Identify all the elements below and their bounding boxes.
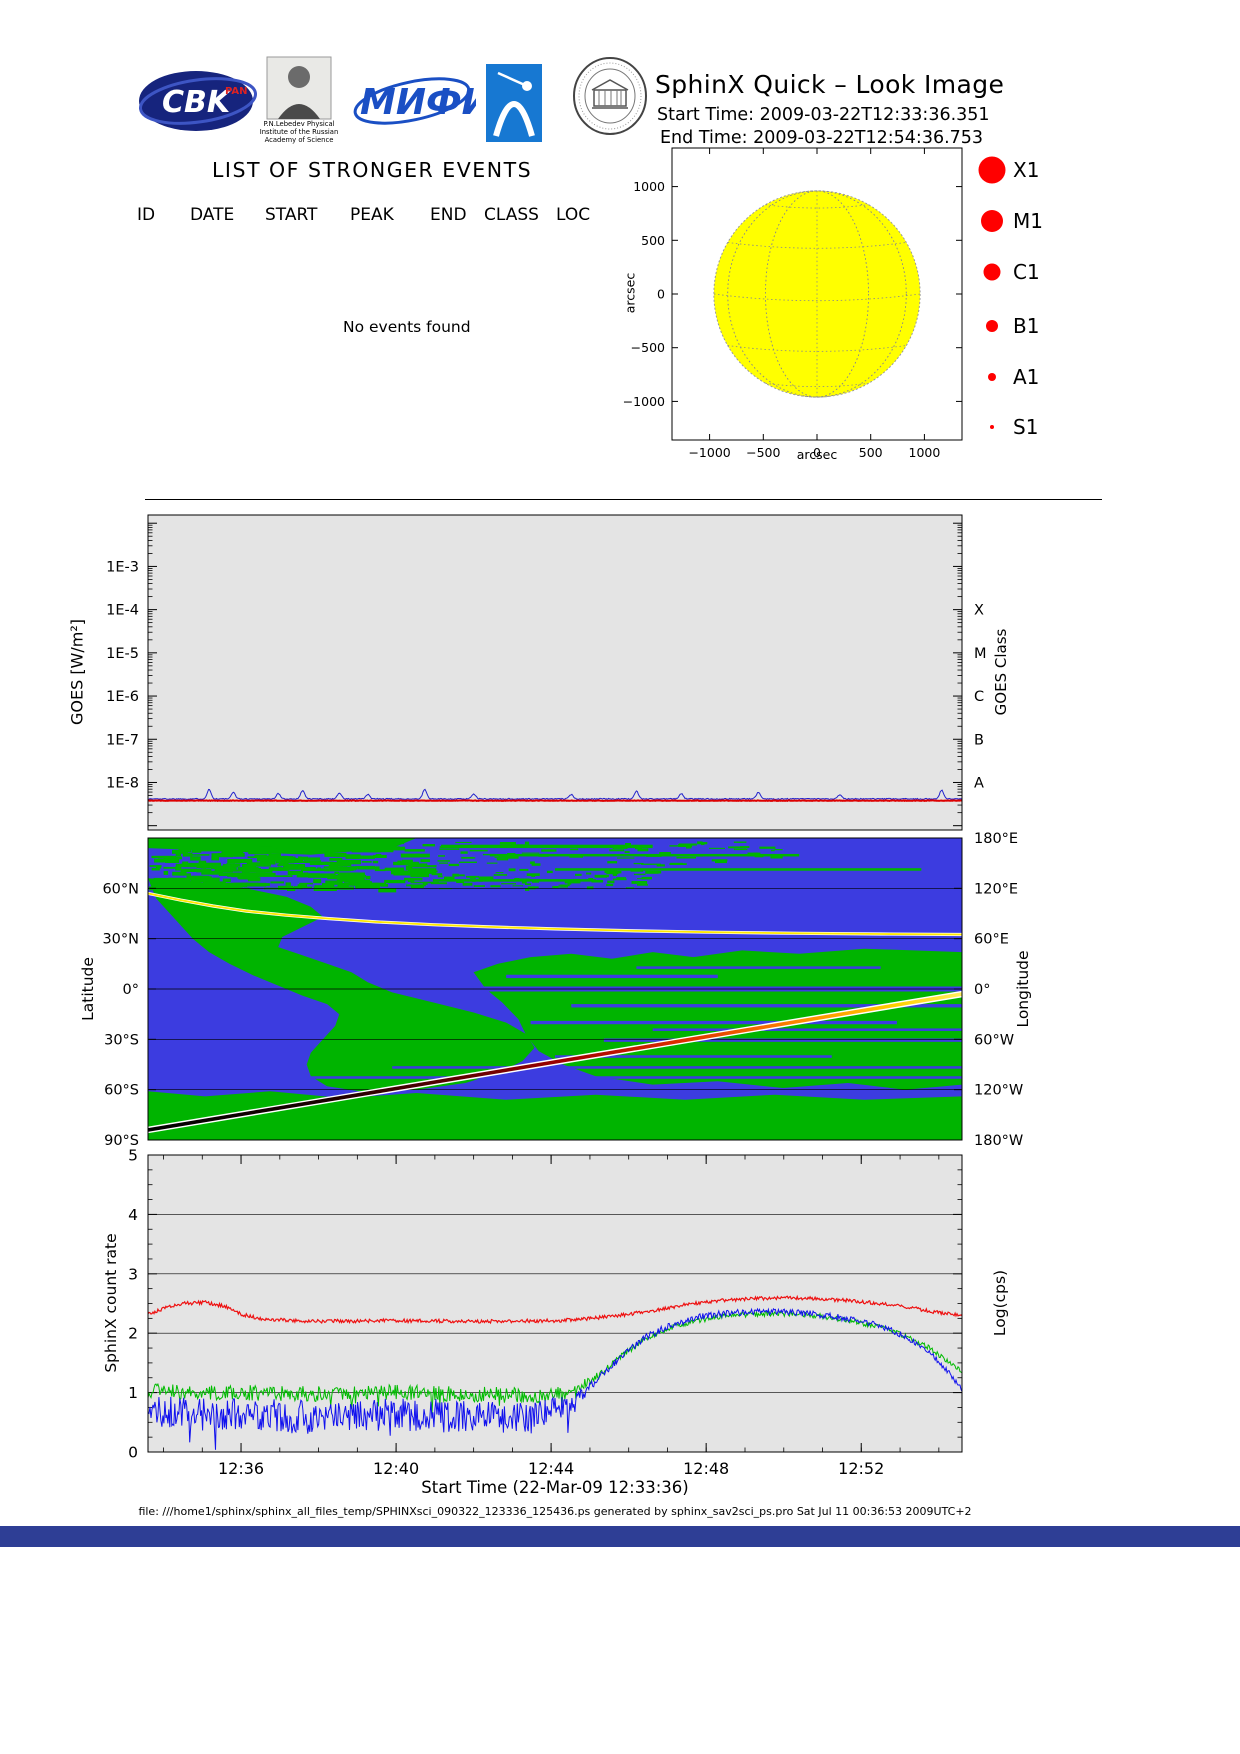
svg-text:4: 4 [128, 1206, 138, 1224]
svg-text:B1: B1 [1013, 314, 1039, 338]
event-column-loc: LOC [556, 205, 591, 225]
logcps-axis-title: Log(cps) [991, 1269, 1009, 1337]
latitude-axis-title: Latitude [79, 957, 97, 1021]
svg-text:C: C [974, 689, 984, 705]
cbk-logo: CBK PAN [138, 71, 258, 131]
count-rate-y-axis-title: SphinX count rate [102, 1233, 120, 1373]
svg-text:0°: 0° [123, 982, 139, 998]
svg-text:120°E: 120°E [974, 881, 1018, 897]
events-column-headers: ID DATE START PEAK END CLASS LOC [0, 205, 1240, 227]
sun-plot-y-axis-title: arcsec [622, 272, 638, 314]
mephi-logo: МИФИ [353, 77, 476, 125]
lebedev-portrait-logo [266, 56, 332, 120]
svg-text:0: 0 [128, 1444, 138, 1462]
events-list-title: LIST OF STRONGER EVENTS [212, 158, 533, 182]
report-title: SphinX Quick – Look Image [655, 70, 1005, 99]
svg-text:B: B [974, 732, 984, 748]
end-time-line: End Time: 2009-03-22T12:54:36.753 [660, 128, 984, 148]
svg-text:3: 3 [128, 1265, 138, 1283]
sun-disk-plot: −1000 −500 0 500 1000 −1000 −500 0 500 1000 [623, 147, 963, 460]
event-column-peak: PEAK [350, 205, 394, 225]
event-column-id: ID [137, 205, 156, 225]
svg-text:1E-8: 1E-8 [106, 775, 139, 791]
svg-text:1E-5: 1E-5 [106, 646, 139, 662]
goes-y-axis-title: GOES [W/m²] [67, 618, 87, 726]
svg-text:S1: S1 [1013, 415, 1038, 439]
svg-text:C1: C1 [1013, 260, 1040, 284]
svg-text:60°W: 60°W [974, 1032, 1014, 1048]
event-column-class: CLASS [484, 205, 539, 225]
svg-text:12:44: 12:44 [528, 1459, 574, 1478]
svg-text:−500: −500 [746, 445, 780, 460]
svg-text:30°N: 30°N [102, 932, 139, 948]
event-column-date: DATE [190, 205, 235, 225]
svg-text:2: 2 [128, 1325, 138, 1343]
count-rate-plot: 0 1 2 3 4 5 12:36 12:40 12:44 12:48 12:52 [128, 1147, 963, 1478]
svg-text:120°W: 120°W [974, 1083, 1023, 1099]
svg-text:180°W: 180°W [974, 1133, 1023, 1149]
svg-text:0°: 0° [974, 982, 990, 998]
goes-flux-plot: 1E-3 1E-4 1E-5 1E-6 1E-7 1E-8 X M C B A [106, 514, 987, 831]
lebedev-caption: P.N.Lebedev Physical Institute of the Ru… [259, 120, 339, 145]
no-events-message: No events found [343, 318, 471, 336]
divider-line [145, 499, 1102, 500]
event-column-start: START [265, 205, 318, 225]
university-seal [573, 57, 647, 135]
sun-plot-x-axis-title: arcsec [796, 447, 838, 462]
svg-text:12:48: 12:48 [683, 1459, 729, 1478]
flare-class-legend: X1 M1 C1 B1 A1 S1 [978, 156, 1043, 439]
svg-text:30°S: 30°S [104, 1032, 139, 1048]
ground-track-map: 60°N 30°N 0° 30°S 60°S 90°S 180°E 120°E 60°E 0° 60… [102, 831, 1023, 1149]
svg-text:A: A [974, 775, 984, 791]
svg-text:0: 0 [813, 445, 821, 460]
start-time-line: Start Time: 2009-03-22T12:33:36.351 [657, 105, 990, 125]
svg-text:1: 1 [128, 1384, 138, 1402]
longitude-axis-title: Longitude [1014, 950, 1032, 1028]
svg-text:12:36: 12:36 [218, 1459, 264, 1478]
svg-text:1000: 1000 [909, 445, 941, 460]
svg-text:12:52: 12:52 [838, 1459, 884, 1478]
svg-text:M1: M1 [1013, 209, 1043, 233]
svg-text:−500: −500 [631, 340, 665, 355]
svg-text:500: 500 [641, 233, 665, 248]
mephi-logo-text: МИФИ [360, 82, 476, 123]
svg-text:90°S: 90°S [104, 1133, 139, 1149]
arch-logo [486, 64, 542, 142]
svg-text:−1000: −1000 [688, 445, 730, 460]
svg-text:X1: X1 [1013, 158, 1039, 182]
event-column-end: END [430, 205, 467, 225]
svg-text:1000: 1000 [633, 179, 665, 194]
cbk-logo-text: CBK [162, 85, 233, 120]
svg-text:5: 5 [128, 1147, 138, 1165]
svg-text:500: 500 [859, 445, 883, 460]
svg-text:1E-7: 1E-7 [106, 732, 139, 748]
svg-text:X: X [974, 603, 984, 619]
svg-text:180°E: 180°E [974, 831, 1018, 847]
svg-text:60°N: 60°N [102, 881, 139, 897]
svg-text:1E-6: 1E-6 [106, 689, 139, 705]
svg-text:M: M [974, 646, 987, 662]
goes-class-axis-title: GOES Class [992, 628, 1010, 716]
time-axis-title: Start Time (22-Mar-09 12:33:36) [421, 1478, 689, 1497]
footer-bar [0, 1526, 1240, 1547]
cbk-logo-subtext: PAN [225, 86, 248, 97]
svg-text:0: 0 [657, 287, 665, 302]
svg-text:−1000: −1000 [623, 394, 665, 409]
svg-text:1E-3: 1E-3 [106, 559, 139, 575]
file-path-line: file: ///home1/sphinx/sphinx_all_files_t… [138, 1505, 972, 1518]
svg-text:A1: A1 [1013, 365, 1039, 389]
svg-text:60°E: 60°E [974, 932, 1009, 948]
svg-text:1E-4: 1E-4 [106, 603, 139, 619]
svg-text:60°S: 60°S [104, 1083, 139, 1099]
svg-text:12:40: 12:40 [373, 1459, 419, 1478]
